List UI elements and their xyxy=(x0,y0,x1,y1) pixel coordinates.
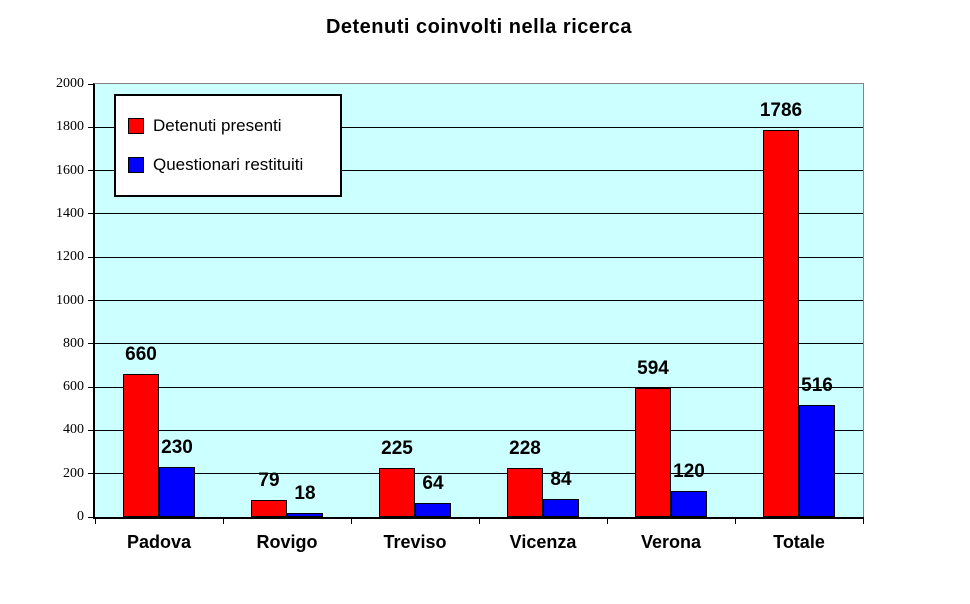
category-label-vicenza: Vicenza xyxy=(509,532,577,552)
x-axis-tick-6 xyxy=(863,517,864,524)
y-axis-tick-2000 xyxy=(88,83,95,85)
y-axis-tick-1600 xyxy=(88,170,95,172)
legend: Detenuti presenti Questionari restituiti xyxy=(114,94,342,197)
x-axis-tick-1 xyxy=(223,517,224,524)
gridline-1600 xyxy=(95,170,863,172)
x-axis-tick-4 xyxy=(607,517,608,524)
gridline-1000 xyxy=(95,300,863,301)
bar-questionari-restituiti-rovigo xyxy=(287,513,323,517)
y-axis-tick-1200 xyxy=(88,256,95,258)
y-axis-label-2000: 2000 xyxy=(56,76,84,91)
data-label-verona-0: 594 xyxy=(637,358,669,380)
data-label-totale-1: 516 xyxy=(801,375,833,397)
bar-detenuti-presenti-verona xyxy=(635,388,671,517)
y-axis-tick-200 xyxy=(88,473,95,475)
y-axis-tick-1800 xyxy=(88,126,95,128)
gridline-1800 xyxy=(95,126,863,128)
gridline-1400 xyxy=(95,213,863,215)
bar-questionari-restituiti-padova xyxy=(159,467,195,517)
y-axis-tick-600 xyxy=(88,386,95,388)
bar-detenuti-presenti-rovigo xyxy=(251,499,287,517)
chart-title: Detenuti coinvolti nella ricerca xyxy=(325,16,633,38)
bar-detenuti-presenti-totale xyxy=(763,130,799,517)
bar-detenuti-presenti-treviso xyxy=(379,468,415,517)
y-axis-label-1400: 1400 xyxy=(56,205,84,221)
category-label-rovigo: Rovigo xyxy=(256,532,318,552)
y-axis-tick-0 xyxy=(88,516,95,518)
x-axis-tick-0 xyxy=(95,517,96,524)
y-axis-label-1200: 1200 xyxy=(56,249,84,265)
gridline-600 xyxy=(95,386,863,388)
y-axis-label-800: 800 xyxy=(63,335,84,351)
data-label-vicenza-0: 228 xyxy=(509,437,541,459)
x-axis-tick-3 xyxy=(479,517,480,524)
legend-label-detenuti-presenti: Detenuti presenti xyxy=(153,115,282,135)
data-label-padova-0: 660 xyxy=(125,344,157,366)
legend-swatch-red xyxy=(128,117,144,134)
category-label-totale: Totale xyxy=(773,532,825,552)
plot-area: 660 79 225 228 594 1786 230 18 64 84 120 516 xyxy=(93,83,864,519)
legend-label-questionari-restituiti: Questionari restituiti xyxy=(153,155,304,175)
y-axis-label-600: 600 xyxy=(63,379,84,395)
y-axis-label-400: 400 xyxy=(63,422,84,438)
y-axis-tick-1000 xyxy=(88,300,95,301)
bar-detenuti-presenti-vicenza xyxy=(507,467,543,517)
data-label-padova-1: 230 xyxy=(161,437,193,459)
data-label-treviso-1: 64 xyxy=(422,473,444,495)
y-axis-tick-800 xyxy=(88,343,95,345)
data-label-totale-0: 1786 xyxy=(759,100,803,122)
category-label-treviso: Treviso xyxy=(383,532,447,552)
y-axis-label-200: 200 xyxy=(63,465,84,481)
bar-questionari-restituiti-verona xyxy=(671,491,707,517)
data-label-rovigo-1: 18 xyxy=(294,483,316,505)
y-axis-tick-400 xyxy=(88,429,95,431)
category-label-padova: Padova xyxy=(126,532,192,552)
gridline-400 xyxy=(95,429,863,431)
legend-item-detenuti-presenti: Detenuti presenti xyxy=(128,116,340,136)
data-label-treviso-0: 225 xyxy=(381,438,413,460)
bar-questionari-restituiti-totale xyxy=(799,405,835,517)
y-axis-label-1600: 1600 xyxy=(56,162,84,178)
bar-detenuti-presenti-padova xyxy=(123,374,159,517)
gridline-1200 xyxy=(95,256,863,258)
data-label-rovigo-0: 79 xyxy=(258,469,280,491)
y-axis-label-1800: 1800 xyxy=(56,119,84,135)
data-label-vicenza-1: 84 xyxy=(550,468,572,490)
gridline-200 xyxy=(95,473,863,475)
bar-questionari-restituiti-treviso xyxy=(415,503,451,517)
x-axis-tick-2 xyxy=(351,517,352,524)
gridline-800 xyxy=(95,343,863,345)
x-axis-tick-5 xyxy=(735,517,736,524)
data-label-verona-1: 120 xyxy=(673,461,705,483)
y-axis-label-1000: 1000 xyxy=(56,292,84,308)
y-axis-label-0: 0 xyxy=(77,509,84,524)
y-axis-tick-1400 xyxy=(88,213,95,215)
bar-questionari-restituiti-vicenza xyxy=(543,498,579,517)
legend-item-questionari-restituiti: Questionari restituiti xyxy=(128,155,340,175)
legend-swatch-blue xyxy=(128,157,144,174)
category-label-verona: Verona xyxy=(640,532,702,552)
